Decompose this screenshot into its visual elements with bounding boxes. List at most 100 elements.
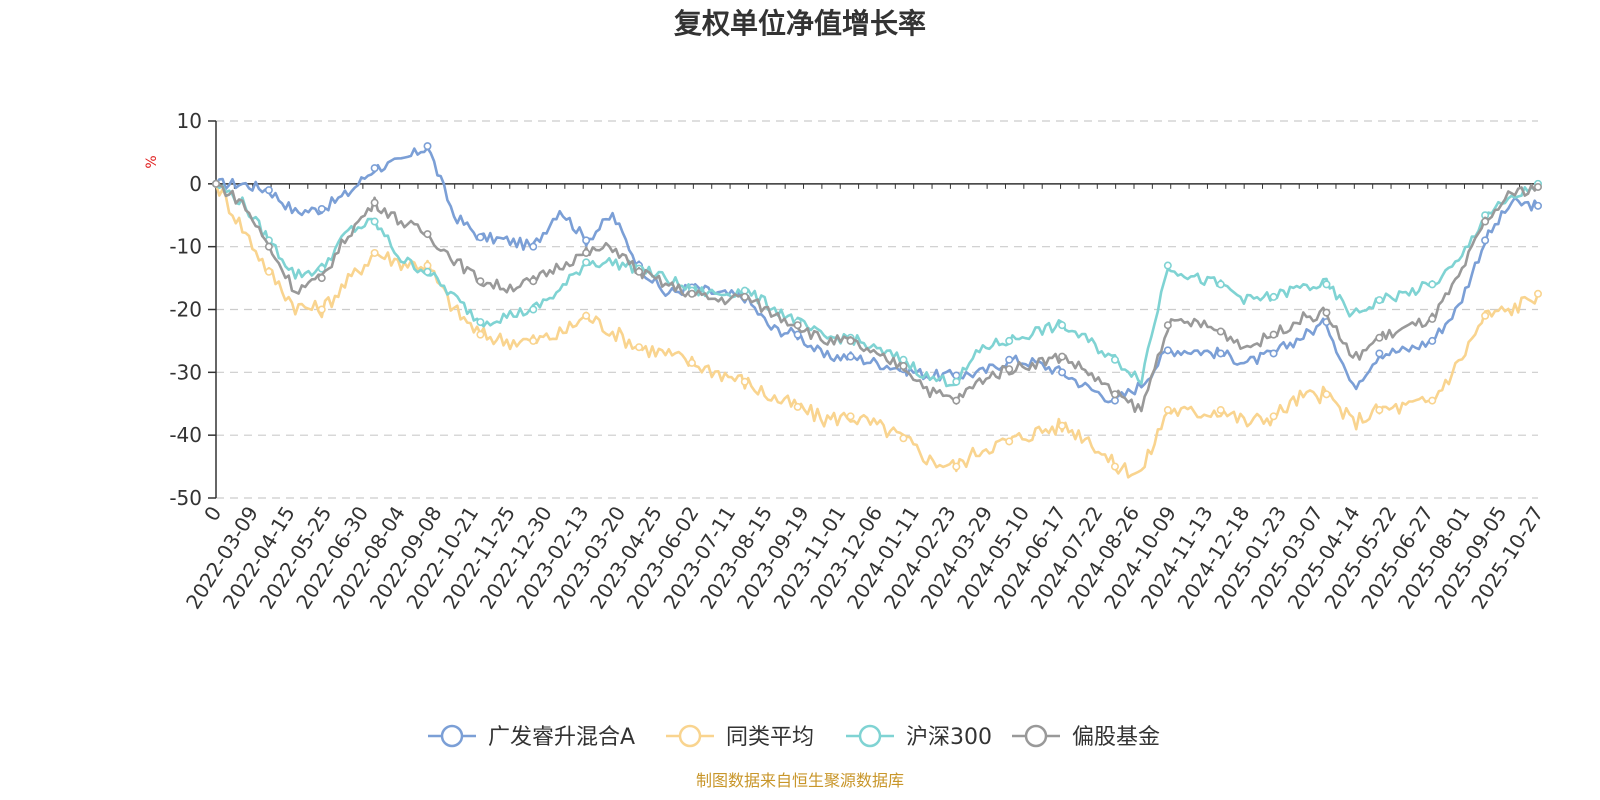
- legend[interactable]: 广发睿升混合A 同类平均 沪深300 偏股基金: [428, 724, 1160, 750]
- series-point: [1163, 321, 1172, 330]
- series-point: [1428, 396, 1437, 405]
- series-point: [1269, 330, 1278, 339]
- series-point: [582, 236, 591, 245]
- series-point: [1216, 349, 1225, 358]
- series-point: [1163, 346, 1172, 355]
- series-point: [1375, 406, 1384, 415]
- legend-label: 广发睿升混合A: [488, 725, 635, 750]
- series-point: [264, 186, 273, 195]
- series-point: [1110, 390, 1119, 399]
- series-point: [476, 330, 485, 339]
- series-point: [1110, 462, 1119, 471]
- series-point: [1428, 314, 1437, 323]
- legend-marker-icon: [1024, 724, 1048, 748]
- series-point: [212, 179, 221, 188]
- series-point: [317, 274, 326, 283]
- series-point: [1216, 406, 1225, 415]
- series-point: [793, 330, 802, 339]
- series-point: [1269, 349, 1278, 358]
- y-tick-label: -20: [169, 298, 202, 322]
- series-point: [1163, 406, 1172, 415]
- series-point: [1534, 289, 1543, 298]
- series-point: [423, 142, 432, 151]
- series-point: [740, 292, 749, 301]
- data-source-note: 制图数据来自恒生聚源数据库: [696, 771, 904, 790]
- series-point: [687, 358, 696, 367]
- series-point: [476, 277, 485, 286]
- series-point: [1110, 355, 1119, 364]
- y-tick-label: 10: [177, 109, 202, 133]
- series-point: [529, 277, 538, 286]
- y-tick-label: 0: [189, 172, 202, 196]
- series-point: [1058, 421, 1067, 430]
- legend-item[interactable]: 同类平均: [666, 724, 814, 750]
- series-point: [952, 396, 961, 405]
- legend-item[interactable]: 沪深300: [846, 724, 992, 750]
- series-point: [582, 248, 591, 257]
- series-point: [1005, 355, 1014, 364]
- series-point: [793, 321, 802, 330]
- series-point: [1216, 327, 1225, 336]
- legend-label: 偏股基金: [1072, 725, 1160, 750]
- series-point: [370, 164, 379, 173]
- series-point: [1322, 308, 1331, 317]
- series-point: [529, 242, 538, 251]
- series-point: [317, 305, 326, 314]
- legend-item[interactable]: 广发睿升混合A: [428, 724, 635, 750]
- series-point: [1534, 201, 1543, 210]
- series-point: [423, 261, 432, 270]
- series-point: [899, 355, 908, 364]
- series-lines: [212, 142, 1543, 479]
- series-point: [1163, 261, 1172, 270]
- series-line-0: [214, 146, 1540, 404]
- series-point: [952, 462, 961, 471]
- series-point: [1110, 396, 1119, 405]
- series-point: [1375, 349, 1384, 358]
- y-tick-label: -30: [169, 360, 202, 384]
- y-tick-labels: 10 0 -10 -20 -30 -40 -50: [169, 109, 202, 510]
- series-point: [1534, 182, 1543, 191]
- legend-marker-icon: [678, 724, 702, 748]
- series-point: [476, 233, 485, 242]
- series-point: [529, 336, 538, 345]
- series-point: [370, 217, 379, 226]
- x-tick-label: 0: [199, 502, 226, 526]
- series-point: [476, 318, 485, 327]
- series-point: [740, 286, 749, 295]
- legend-marker-icon: [440, 724, 464, 748]
- series-point: [1481, 217, 1490, 226]
- y-tick-label: -10: [169, 235, 202, 259]
- series-point: [423, 267, 432, 276]
- legend-marker-icon: [858, 724, 882, 748]
- legend-item[interactable]: 偏股基金: [1012, 724, 1160, 750]
- series-point: [635, 343, 644, 352]
- y-axis-unit: %: [144, 155, 160, 168]
- series-point: [317, 264, 326, 273]
- series-point: [423, 230, 432, 239]
- series-point: [1005, 336, 1014, 345]
- series-point: [635, 267, 644, 276]
- series-point: [793, 402, 802, 411]
- series-point: [1375, 296, 1384, 305]
- series-point: [1481, 311, 1490, 320]
- series-point: [370, 248, 379, 257]
- series-point: [952, 371, 961, 380]
- series-point: [1058, 352, 1067, 361]
- y-tick-label: -40: [169, 423, 202, 447]
- series-point: [687, 289, 696, 298]
- series-point: [846, 352, 855, 361]
- series-line-2: [214, 182, 1540, 388]
- series-point: [899, 362, 908, 371]
- series-point: [582, 311, 591, 320]
- series-line-3: [215, 182, 1539, 413]
- series-point: [264, 267, 273, 276]
- series-point: [846, 412, 855, 421]
- series-point: [1269, 412, 1278, 421]
- series-point: [1322, 280, 1331, 289]
- series-point: [1481, 236, 1490, 245]
- series-point: [846, 336, 855, 345]
- series-point: [740, 377, 749, 386]
- y-tick-label: -50: [169, 486, 202, 510]
- legend-label: 沪深300: [906, 725, 992, 750]
